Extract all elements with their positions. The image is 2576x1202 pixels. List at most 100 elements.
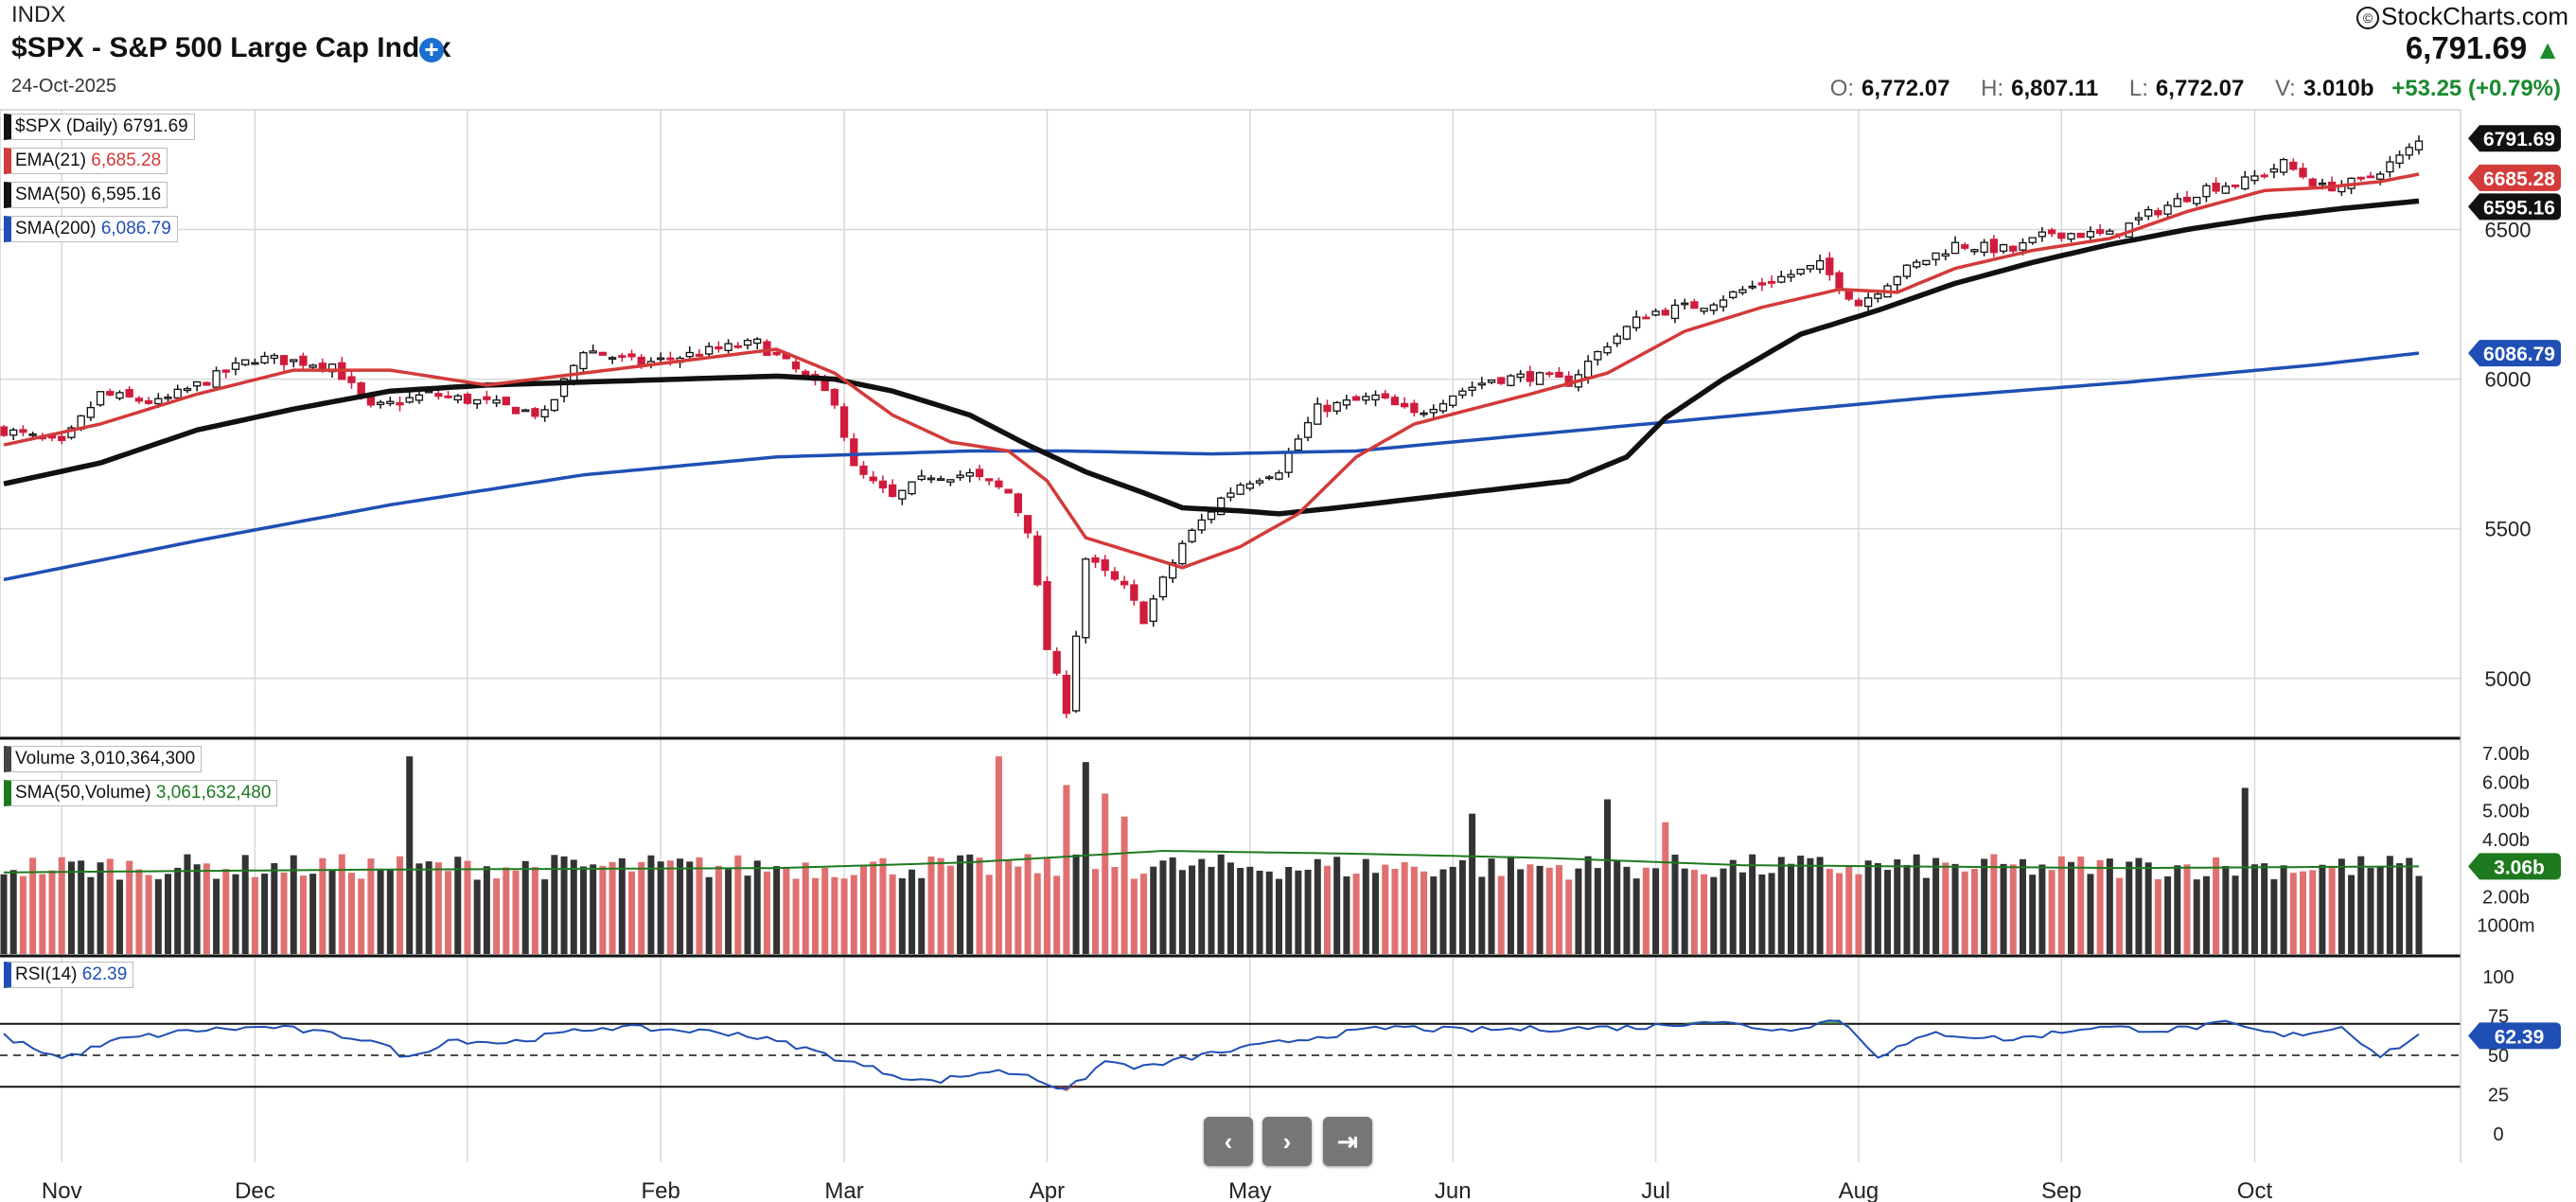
candle bbox=[656, 357, 665, 361]
x-tick-label: Oct bbox=[2237, 1178, 2273, 1202]
candle bbox=[685, 351, 694, 358]
scroll-back-button[interactable]: ‹ bbox=[1204, 1117, 1253, 1166]
volume-bar bbox=[1053, 875, 1061, 954]
candle bbox=[2009, 245, 2018, 252]
volume-bar bbox=[1942, 862, 1950, 954]
candle bbox=[1101, 558, 1109, 572]
volume-bar bbox=[241, 855, 249, 954]
candle bbox=[1526, 371, 1535, 382]
low-value: 6,772.07 bbox=[2155, 76, 2245, 101]
volume-bar bbox=[493, 878, 501, 954]
scroll-forward-button[interactable]: › bbox=[1262, 1117, 1312, 1166]
volume-bar bbox=[1604, 799, 1612, 954]
volume-bar bbox=[1401, 862, 1408, 954]
volume-label: V: bbox=[2275, 76, 2296, 101]
candle bbox=[2106, 230, 2114, 235]
volume-bar bbox=[1951, 863, 1959, 954]
candle bbox=[1545, 372, 1554, 376]
volume-bar bbox=[957, 855, 964, 954]
candle bbox=[1507, 375, 1515, 386]
candle bbox=[627, 353, 636, 358]
candle bbox=[1323, 404, 1332, 413]
brand-name: StockCharts.com bbox=[2381, 2, 2568, 30]
volume-bar bbox=[1555, 865, 1562, 954]
volume-bar bbox=[1159, 860, 1167, 954]
volume-bar bbox=[1208, 866, 1215, 954]
volume-bar bbox=[1614, 860, 1621, 954]
volume-bar bbox=[551, 855, 558, 954]
brand-logo[interactable]: © StockCharts.com bbox=[2356, 2, 2568, 31]
candle bbox=[1381, 393, 1389, 399]
price-tick-label: 6500 bbox=[2485, 218, 2532, 241]
volume-bar bbox=[347, 873, 355, 954]
volume-bar bbox=[397, 856, 404, 954]
candle bbox=[869, 476, 877, 482]
volume-bar bbox=[48, 870, 56, 954]
volume-bar bbox=[2068, 861, 2075, 954]
volume-bar bbox=[87, 876, 95, 954]
price-tick-label: 5500 bbox=[2485, 518, 2532, 541]
legend-rsi-label: RSI(14) bbox=[15, 964, 78, 984]
x-tick-label: Dec bbox=[235, 1178, 275, 1202]
candle bbox=[1632, 316, 1641, 328]
volume-bar bbox=[666, 860, 674, 954]
volume-bar bbox=[686, 861, 694, 954]
volume-bar bbox=[1787, 863, 1794, 954]
volume-bar bbox=[1458, 859, 1466, 954]
candle bbox=[2047, 229, 2056, 235]
volume-bar bbox=[1265, 871, 1273, 954]
volume-bar bbox=[232, 874, 239, 954]
candle bbox=[2163, 204, 2172, 215]
volume-bar bbox=[338, 854, 345, 954]
volume-bar bbox=[2415, 875, 2423, 954]
volume-bar bbox=[1575, 868, 1582, 954]
price-tick-label: 6000 bbox=[2485, 368, 2532, 392]
rsi-tick-label: 100 bbox=[2482, 967, 2514, 988]
volume-bar bbox=[579, 866, 587, 954]
volume-bar bbox=[1024, 854, 1032, 954]
candle bbox=[173, 388, 182, 399]
volume-bar bbox=[106, 858, 114, 954]
volume-bar bbox=[1845, 866, 1853, 954]
candle bbox=[1950, 241, 1960, 255]
volume-bar bbox=[1478, 876, 1486, 954]
volume-bar bbox=[1246, 866, 1254, 954]
candle bbox=[1796, 268, 1805, 274]
volume-bar bbox=[464, 860, 471, 954]
volume-bar bbox=[9, 870, 17, 954]
candle bbox=[724, 343, 732, 351]
candle bbox=[2386, 161, 2394, 173]
volume-bar bbox=[1671, 855, 1679, 954]
volume-bar bbox=[67, 861, 75, 954]
volume-bar bbox=[386, 870, 394, 954]
volume-bar bbox=[2087, 874, 2094, 954]
legend-sma50-value: 6,595.16 bbox=[91, 185, 162, 204]
candle bbox=[1748, 285, 1756, 289]
candle bbox=[2366, 175, 2375, 179]
volume-bar bbox=[2396, 863, 2404, 954]
volume-bar bbox=[165, 874, 172, 954]
volume-bar bbox=[2338, 858, 2345, 954]
last-price-value: 6,791.69 bbox=[2405, 30, 2528, 65]
axes: Nov Dec Feb Mar Apr May Jun Jul Aug Sep Oct 6500 600… bbox=[0, 109, 2561, 1202]
legend-ema21-label: EMA(21) bbox=[15, 150, 86, 170]
add-indicator-button[interactable]: + bbox=[419, 37, 444, 62]
candle bbox=[2356, 176, 2365, 180]
candle bbox=[1342, 399, 1351, 406]
volume-bar bbox=[1662, 822, 1669, 954]
scroll-to-end-button[interactable]: ⇥ bbox=[1323, 1117, 1372, 1166]
candle bbox=[1738, 289, 1747, 293]
volume-bar bbox=[541, 879, 549, 954]
volume-bar bbox=[1295, 870, 1302, 954]
candle bbox=[2076, 232, 2085, 239]
volume-bar bbox=[1256, 870, 1263, 954]
volume-bar bbox=[966, 854, 974, 954]
legend-price-label: $SPX (Daily) bbox=[15, 116, 118, 136]
candle bbox=[1245, 483, 1254, 489]
candle bbox=[1622, 326, 1632, 340]
volume-bar bbox=[918, 877, 926, 954]
candle bbox=[28, 433, 37, 436]
x-tick-label: Mar bbox=[824, 1178, 863, 1202]
candle bbox=[1438, 402, 1448, 412]
